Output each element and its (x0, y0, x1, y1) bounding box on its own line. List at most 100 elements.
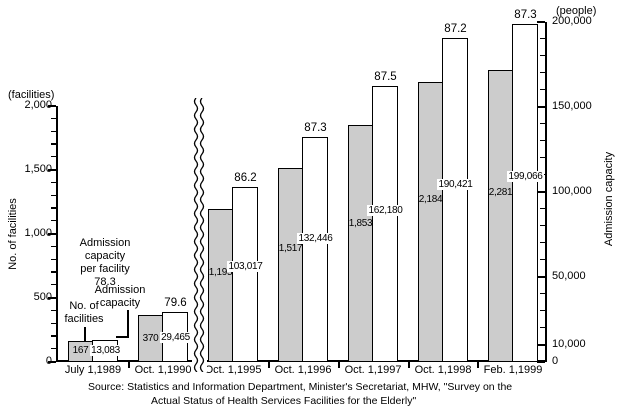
per-facility-annotation: Admission capacity per facility 78.3 (63, 237, 147, 289)
left-axis-minor-tick (51, 207, 56, 209)
per-facility-label: 86.2 (234, 171, 257, 184)
right-axis-minor-tick (540, 327, 545, 329)
left-axis-minor-tick (51, 245, 56, 248)
left-axis-minor-tick (51, 130, 56, 132)
right-axis-tick (537, 21, 545, 23)
bar-facilities-value: 2,184 (418, 193, 443, 205)
bar-capacity (372, 86, 398, 362)
bar-capacity-value-text: 13,083 (90, 345, 121, 356)
bar-facilities-value: 370 (142, 333, 159, 345)
right-axis-minor-tick (540, 89, 545, 91)
x-axis-tick (268, 362, 270, 368)
x-axis-label: Oct. 1,1997 (344, 364, 402, 376)
right-axis-tick-label: 50,000 (552, 270, 586, 282)
left-axis-tick (48, 233, 56, 235)
per-facility-label: 79.6 (164, 296, 187, 309)
per-facility-value-1989: 78.3 (94, 276, 116, 288)
x-axis-tick (477, 362, 479, 368)
source-line-1: Source: Statistics and Information Depar… (88, 381, 513, 393)
right-axis-tick-label: 200,000 (552, 15, 592, 27)
right-axis-tick-label: 10,000 (552, 338, 586, 350)
bar-capacity (232, 186, 258, 362)
right-axis-minor-tick (540, 225, 545, 227)
left-axis-minor-tick (51, 348, 56, 350)
axis-break-squiggle (192, 98, 207, 372)
bar-capacity-value-text: 199,066 (507, 170, 544, 182)
left-axis-minor-tick (51, 322, 56, 324)
facilities-series-label: No. of facilities (64, 300, 104, 325)
left-axis-minor-tick (51, 335, 56, 337)
bar-capacity-value: 132,446 (293, 233, 338, 245)
left-axis-minor-tick (51, 117, 56, 120)
bar-capacity-value-text: 29,465 (160, 331, 191, 343)
bar-capacity-value: 199,066 (503, 170, 548, 182)
right-axis-tick (537, 191, 545, 193)
bar-facilities-value: 1,853 (348, 218, 373, 230)
right-axis-tick (537, 106, 545, 108)
bar-facilities (418, 82, 444, 362)
right-axis-minor-tick (540, 140, 545, 142)
x-axis-label: July 1,1989 (64, 364, 122, 376)
right-axis-tick (537, 276, 545, 278)
left-axis-tick-label: 1,500 (24, 163, 52, 175)
bar-facilities (488, 70, 514, 362)
bar-capacity-value: 29,465 (153, 331, 198, 343)
capacity-series-label: Admission capacity (94, 284, 146, 309)
bar-capacity-value: 162,180 (363, 205, 408, 217)
bar-capacity-value: 190,421 (433, 178, 478, 190)
bar-capacity-value-text: 190,421 (437, 178, 474, 190)
bar-facilities (138, 314, 164, 362)
x-axis-label: Oct. 1,1990 (134, 364, 192, 376)
left-axis-minor-tick (51, 258, 56, 260)
right-axis-minor-tick (540, 38, 545, 40)
left-axis-minor-tick (51, 156, 56, 158)
right-axis-minor-tick (540, 123, 545, 125)
left-axis-tick (48, 361, 56, 363)
right-axis-minor-tick (540, 242, 545, 244)
left-axis-tick-label: 1,000 (24, 227, 52, 239)
bar-facilities (208, 209, 234, 362)
right-axis-minor-tick (540, 310, 545, 312)
per-facility-label: 87.2 (444, 23, 467, 36)
bar-facilities-value: 1,517 (278, 243, 303, 255)
bar-facilities (278, 167, 304, 362)
x-axis-label: Feb. 1,1999 (483, 364, 543, 376)
left-axis-minor-tick (51, 143, 56, 145)
right-axis-tick (537, 344, 545, 346)
left-axis-minor-tick (51, 220, 56, 222)
right-axis-tick-label: 0 (552, 355, 559, 367)
bar-capacity (302, 136, 328, 362)
left-axis-tick-label: 2,000 (24, 99, 52, 111)
right-axis-minor-tick (540, 259, 545, 261)
bar-capacity (442, 38, 468, 362)
left-axis-minor-tick (51, 284, 56, 286)
bar-capacity-value-text: 162,180 (367, 205, 404, 217)
bar-capacity-value-text: 103,017 (227, 260, 264, 272)
bar-capacity-value: 13,083 (83, 345, 128, 356)
per-facility-label: 87.5 (374, 71, 397, 84)
left-axis-line (56, 106, 58, 362)
capacity-label-connector-vertical (127, 310, 129, 337)
left-axis-unit-label: (facilities) (8, 89, 55, 101)
right-axis-minor-tick (540, 208, 545, 210)
right-axis-tick-label: 100,000 (552, 185, 592, 197)
right-axis-unit-label: (people) (556, 5, 597, 17)
left-axis-minor-tick (51, 271, 56, 273)
per-facility-annotation-line3: per facility (80, 263, 130, 275)
bar-facilities-value: 2,281 (488, 186, 513, 198)
bar-facilities-value: 1,195 (208, 267, 233, 279)
left-axis-minor-tick (51, 309, 56, 312)
x-axis-label: Oct. 1,1995 (204, 364, 262, 376)
x-axis-label: Oct. 1,1998 (414, 364, 472, 376)
per-facility-label: 87.3 (514, 8, 537, 21)
bar-capacity-value: 103,017 (223, 260, 268, 272)
x-axis-label: Oct. 1,1996 (274, 364, 332, 376)
left-axis-minor-tick (51, 194, 56, 196)
right-axis-tick-label: 150,000 (552, 100, 592, 112)
bar-facilities-value: 167 (72, 345, 89, 356)
right-axis-minor-tick (540, 157, 545, 159)
left-axis-tick (48, 297, 56, 299)
source-line-2: Actual Status of Health Services Facilit… (151, 395, 417, 407)
